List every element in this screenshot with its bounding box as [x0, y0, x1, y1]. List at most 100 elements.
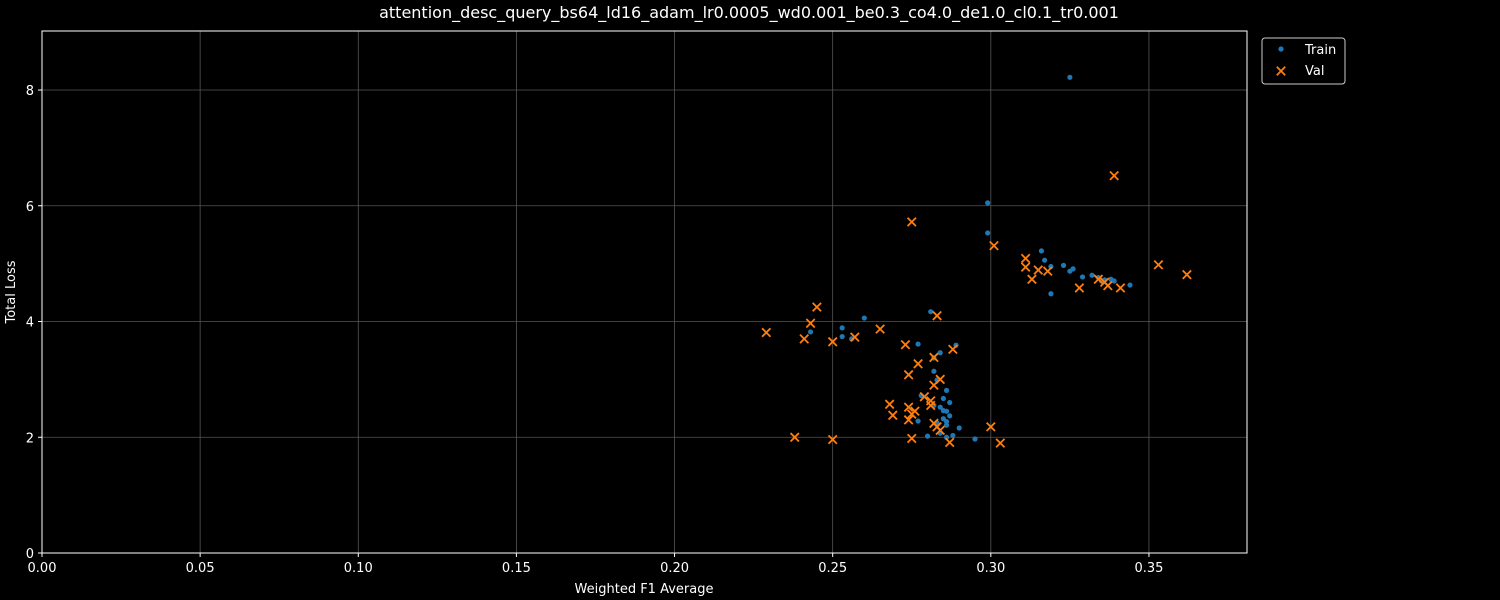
point-val: [995, 438, 1006, 448]
point-train: [839, 333, 845, 340]
y-axis-ticks: 0 2 4 6 8: [26, 84, 42, 562]
point-train: [940, 408, 946, 414]
y-tick-label: 4: [26, 316, 34, 331]
point-val: [875, 324, 885, 334]
point-val: [887, 410, 898, 421]
point-train: [972, 436, 978, 442]
x-tick-label: 0.20: [660, 561, 689, 576]
point-train: [839, 325, 845, 331]
plot-markers: [761, 74, 1192, 448]
point-val: [1093, 274, 1104, 285]
series-val: [761, 170, 1192, 448]
x-tick-label: 0.15: [502, 561, 531, 576]
y-tick-label: 0: [26, 547, 34, 562]
point-train: [956, 425, 962, 431]
point-val: [932, 310, 942, 321]
legend-label-val: Val: [1305, 64, 1324, 79]
point-train: [985, 200, 991, 206]
x-axis-ticks: 0.00 0.05 0.10 0.15 0.20 0.25 0.30 0.35: [28, 553, 1163, 576]
point-train: [985, 230, 991, 236]
point-train: [1060, 262, 1067, 268]
legend-marker-val: [1276, 66, 1286, 76]
legend-markers: [1276, 46, 1286, 76]
x-tick-label: 0.10: [344, 561, 373, 576]
point-val: [903, 369, 914, 380]
plot-frame: [41, 30, 1248, 554]
x-axis-label: Weighted F1 Average: [575, 582, 714, 597]
point-val: [935, 425, 946, 436]
x-tick-label: 0.30: [976, 561, 1005, 576]
point-val: [944, 437, 955, 448]
point-val: [789, 432, 800, 443]
point-train: [807, 329, 814, 335]
point-train: [1070, 266, 1076, 272]
point-val: [900, 339, 911, 350]
grid-lines: [41, 31, 1247, 554]
point-val: [1074, 283, 1085, 293]
point-train: [1067, 74, 1073, 80]
point-train: [928, 309, 934, 315]
legend-marker-train: [1278, 46, 1284, 52]
point-train: [943, 387, 950, 393]
point-val: [1115, 283, 1126, 293]
point-val: [1182, 269, 1192, 280]
chart-legend: Train Val: [1261, 37, 1346, 85]
legend-label-train: Train: [1304, 43, 1336, 58]
point-val: [919, 391, 930, 402]
point-val: [985, 422, 996, 432]
point-val: [799, 334, 810, 344]
point-train: [937, 350, 943, 356]
point-val: [929, 352, 939, 363]
x-tick-label: 0.00: [28, 561, 57, 576]
point-val: [1033, 265, 1044, 275]
chart-title: attention_desc_query_bs64_ld16_adam_lr0.…: [379, 3, 1119, 23]
point-train: [915, 418, 921, 424]
point-val: [1027, 274, 1037, 285]
y-tick-label: 6: [26, 200, 34, 215]
x-tick-label: 0.25: [818, 561, 847, 576]
point-val: [1042, 266, 1053, 277]
x-tick-label: 0.35: [1134, 561, 1163, 576]
point-val: [761, 327, 772, 338]
y-tick-label: 8: [26, 84, 34, 99]
point-train: [1038, 248, 1045, 254]
point-val: [989, 240, 999, 251]
point-train: [924, 433, 931, 439]
point-val: [849, 332, 860, 342]
point-train: [937, 404, 943, 410]
point-val: [1153, 259, 1164, 270]
point-train: [1089, 272, 1095, 278]
point-val: [1109, 170, 1120, 181]
point-val: [948, 344, 958, 355]
point-val: [906, 217, 917, 227]
point-train: [947, 413, 953, 419]
point-train: [1041, 257, 1048, 263]
point-val: [903, 415, 914, 425]
point-train: [931, 368, 937, 374]
y-tick-label: 2: [26, 431, 34, 446]
point-val: [906, 409, 917, 419]
point-train: [1111, 278, 1117, 284]
point-val: [827, 434, 838, 445]
point-val: [812, 302, 822, 312]
point-val: [925, 400, 936, 411]
point-train: [1048, 291, 1054, 297]
x-tick-label: 0.05: [186, 561, 215, 576]
point-train: [915, 341, 921, 347]
point-train: [940, 395, 946, 402]
point-val: [827, 336, 838, 347]
point-val: [913, 358, 923, 369]
point-train: [1079, 274, 1086, 280]
point-train: [861, 315, 867, 321]
point-val: [903, 402, 914, 413]
point-train: [943, 422, 950, 428]
point-val: [1103, 280, 1113, 291]
point-train: [950, 432, 956, 439]
point-val: [805, 318, 816, 329]
point-val: [1020, 262, 1031, 272]
point-val: [929, 380, 939, 391]
series-train: [807, 74, 1133, 442]
point-train: [1127, 282, 1133, 288]
point-val: [884, 399, 895, 410]
